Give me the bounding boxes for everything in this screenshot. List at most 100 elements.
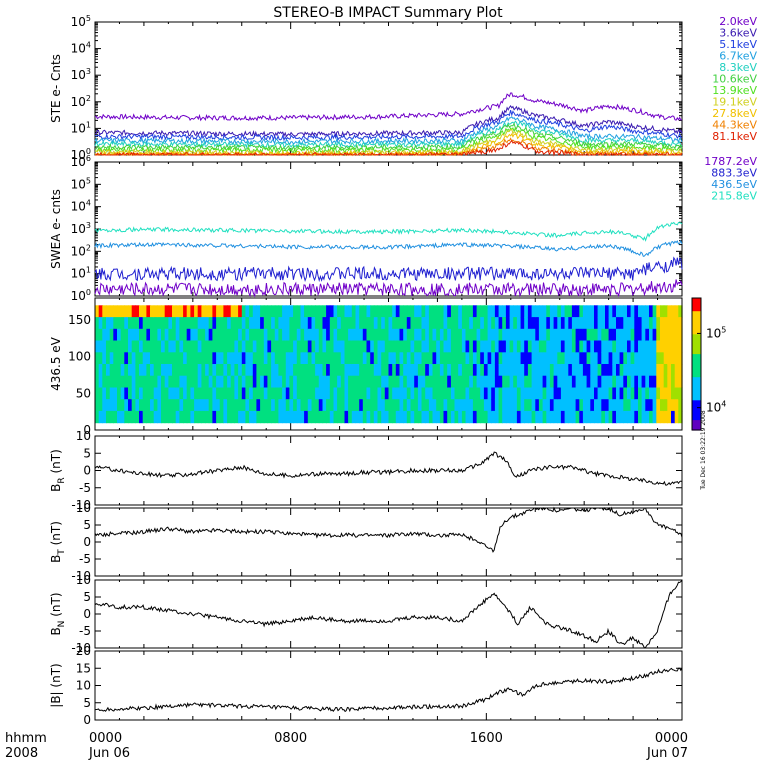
spectrogram-cell [660, 375, 665, 388]
spectrogram-cell [634, 317, 639, 330]
spectrogram-cell [443, 387, 448, 400]
spectrogram-cell [153, 352, 158, 365]
spectrogram-cell [406, 317, 412, 330]
spectrogram-cell [161, 399, 166, 412]
spectrogram-cell [153, 305, 158, 318]
spectrogram-cell [366, 352, 371, 365]
spectrogram-cell [197, 328, 202, 342]
spectrogram-cell [586, 317, 591, 330]
spectrogram-cell [282, 364, 287, 377]
spectrogram-cell [399, 375, 404, 388]
spectrogram-cell [597, 352, 602, 365]
spectrogram-cell [656, 387, 661, 400]
spectrogram-cell [406, 364, 412, 377]
colorbar-cell [692, 397, 701, 401]
spectrogram-cell [579, 305, 584, 318]
spectrogram-cell [494, 364, 500, 377]
y-tick-label-bmag: 0 [83, 713, 91, 727]
spectrogram-cell [109, 352, 114, 365]
spectrogram-cell [630, 410, 635, 424]
spectrogram-cell [366, 387, 371, 400]
spectrogram-cell [256, 410, 261, 424]
spectrogram-cell [509, 375, 514, 388]
spectrogram-cell [469, 387, 474, 400]
spectrogram-cell [135, 317, 140, 330]
colorbar-cell [692, 311, 701, 316]
spectrogram-cell [553, 399, 558, 412]
spectrogram-cell [652, 375, 657, 388]
spectrogram-cell [161, 328, 166, 342]
spectrogram-cell [175, 340, 180, 353]
spectrogram-cell [480, 375, 485, 388]
spectrogram-cell [249, 364, 254, 377]
spectrogram-cell [304, 410, 309, 424]
spectrogram-cell [623, 364, 628, 377]
spectrogram-cell [333, 305, 338, 318]
spectrogram-cell [359, 375, 364, 388]
spectrogram-cell [594, 399, 599, 412]
spectrogram-cell [432, 305, 437, 318]
spectrogram-cell [194, 317, 199, 330]
spectrogram-cell [370, 399, 375, 412]
spectrogram-cell [421, 317, 426, 330]
spectrogram-cell [146, 399, 151, 412]
spectrogram-cell [480, 387, 485, 400]
spectrogram-cell [164, 340, 169, 353]
spectrogram-cell [674, 305, 679, 318]
spectrogram-cell [619, 364, 624, 377]
spectrogram-cell [399, 305, 404, 318]
spectrogram-cell [634, 387, 639, 400]
spectrogram-cell [454, 387, 459, 400]
spectrogram-cell [267, 364, 272, 377]
spectrogram-cell [553, 328, 558, 342]
spectrogram-cell [117, 317, 122, 330]
spectrogram-cell [351, 399, 357, 412]
spectrogram-cell [616, 364, 621, 377]
spectrogram-cell [318, 410, 324, 424]
y-tick-label-bt: 0 [83, 535, 91, 549]
series-line-ste [95, 137, 683, 157]
spectrogram-cell [546, 399, 551, 412]
spectrogram-cell [296, 399, 302, 412]
spectrogram-cell [135, 410, 140, 424]
spectrogram-cell [98, 305, 103, 318]
spectrogram-cell [117, 364, 122, 377]
spectrogram-cell [491, 387, 496, 400]
spectrogram-cell [150, 387, 155, 400]
spectrogram-cell [197, 364, 202, 377]
spectrogram-cell [98, 387, 103, 400]
spectrogram-cell [601, 410, 606, 424]
spectrogram-cell [366, 375, 371, 388]
spectrogram-cell [568, 317, 573, 330]
spectrogram-cell [384, 399, 390, 412]
spectrogram-cell [315, 364, 320, 377]
y-tick-label-bn: 5 [83, 590, 91, 604]
spectrogram-cell [671, 305, 676, 318]
spectrogram-cell [183, 317, 188, 330]
spectrogram-cell [568, 387, 573, 400]
spectrogram-cell [472, 399, 478, 412]
spectrogram-cell [472, 317, 478, 330]
spectrogram-cell [461, 364, 467, 377]
spectrogram-cell [109, 387, 114, 400]
spectrogram-cell [660, 305, 665, 318]
spectrogram-cell [326, 340, 331, 353]
spectrogram-cell [197, 375, 202, 388]
spectrogram-cell [425, 375, 430, 388]
spectrogram-cell [340, 317, 346, 330]
spectrogram-cell [421, 375, 426, 388]
spectrogram-cell [359, 410, 364, 424]
spectrogram-cell [340, 410, 346, 424]
spectrogram-cell [586, 375, 591, 388]
spectrogram-cell [278, 305, 283, 318]
spectrogram-cell [498, 399, 503, 412]
spectrogram-cell [340, 305, 346, 318]
spectrogram-cell [263, 399, 269, 412]
spectrogram-cell [458, 387, 463, 400]
spectrogram-cell [172, 328, 177, 342]
spectrogram-cell [146, 375, 151, 388]
spectrogram-cell [516, 399, 522, 412]
spectrogram-cell [260, 410, 265, 424]
spectrogram-cell [351, 340, 357, 353]
spectrogram-cell [425, 340, 430, 353]
